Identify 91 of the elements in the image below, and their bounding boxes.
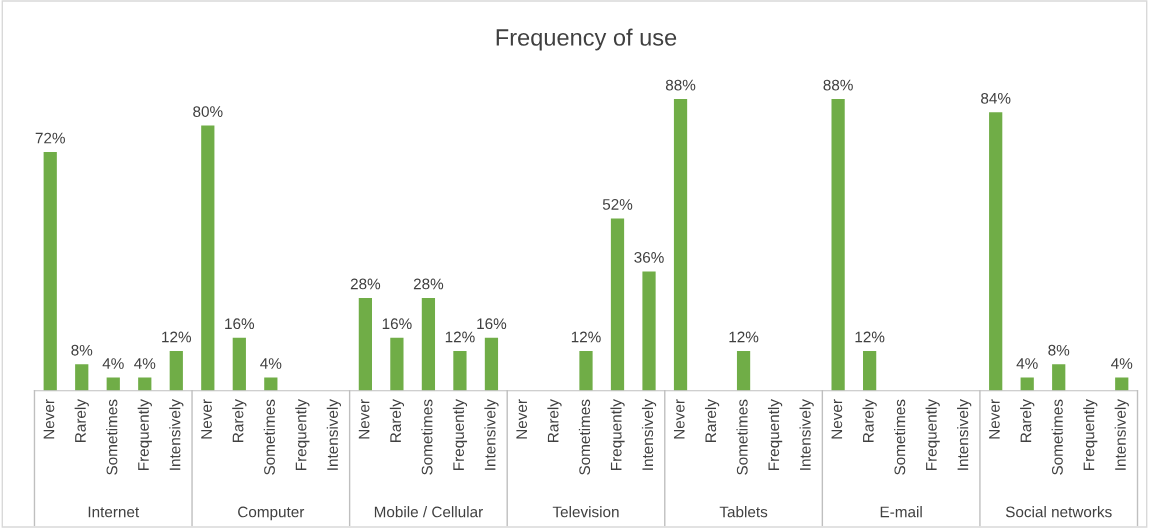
data-label: 12% xyxy=(729,331,759,343)
x-tick-label: Rarely xyxy=(862,399,877,442)
x-tick-label: Never xyxy=(43,399,55,439)
bar xyxy=(43,152,57,391)
x-tick-label: Sometimes xyxy=(578,399,591,475)
data-label: 28% xyxy=(413,278,444,290)
data-label: 28% xyxy=(350,278,381,290)
bar xyxy=(673,99,688,391)
data-label: 4% xyxy=(260,358,282,369)
text: Internet xyxy=(88,506,140,518)
x-tick-label: Intensively xyxy=(799,399,814,470)
x-tick-label: Frequently xyxy=(610,399,625,470)
bar xyxy=(358,297,372,391)
x-tick-label: Frequently xyxy=(767,399,783,470)
x-tick-label: Frequently xyxy=(452,399,468,470)
data-label: 36% xyxy=(634,252,664,263)
x-tick-label: Never xyxy=(201,399,212,439)
x-tick-label: Frequently xyxy=(1083,399,1098,470)
x-tick-label: Frequently xyxy=(137,399,152,470)
x-tick-label: Sometimes xyxy=(263,399,275,475)
data-label: 16% xyxy=(477,318,507,330)
bar xyxy=(831,99,845,391)
text: E-mail xyxy=(880,506,922,518)
data-label: 12% xyxy=(162,331,192,343)
data-label: 52% xyxy=(602,198,633,210)
x-tick-label: Frequently xyxy=(925,399,940,470)
text: Television xyxy=(552,506,619,518)
data-label: 16% xyxy=(225,318,255,330)
bar xyxy=(1115,377,1129,391)
data-label: 8% xyxy=(1048,344,1070,356)
text: Tablets xyxy=(719,506,768,518)
x-tick-label: Rarely xyxy=(74,399,89,442)
bar xyxy=(75,364,89,391)
data-label: 88% xyxy=(665,79,696,91)
x-tick-label: Rarely xyxy=(389,399,405,442)
bar xyxy=(1052,364,1066,391)
bar xyxy=(989,112,1003,391)
x-tick-label: Intensively xyxy=(1114,399,1129,470)
data-label: 12% xyxy=(571,331,601,343)
x-tick-label: Intensively xyxy=(957,399,972,470)
bar xyxy=(453,350,467,391)
data-label: 84% xyxy=(981,92,1011,104)
data-label: 4% xyxy=(1111,358,1133,369)
bar xyxy=(610,218,625,391)
x-tick-label: Rarely xyxy=(232,399,247,442)
bar xyxy=(1020,377,1034,391)
data-label: 8% xyxy=(71,344,93,356)
x-tick-label: Never xyxy=(989,399,1000,439)
x-tick-label: Never xyxy=(516,399,528,439)
text: Computer xyxy=(238,506,305,521)
bar xyxy=(232,337,246,391)
data-label: 80% xyxy=(193,106,223,117)
bar xyxy=(863,350,877,391)
x-tick-label: Never xyxy=(358,399,370,439)
chart-title: Frequency of use xyxy=(496,28,677,51)
data-label: 16% xyxy=(382,318,412,330)
bar xyxy=(106,377,120,391)
x-tick-label: Intensively xyxy=(641,399,657,470)
bar xyxy=(201,125,215,391)
bar xyxy=(484,337,499,391)
x-tick-label: Intensively xyxy=(169,399,184,470)
bar xyxy=(736,350,751,391)
x-tick-label: Sometimes xyxy=(736,399,748,475)
text: Social networks xyxy=(1005,506,1112,518)
x-tick-label: Intensively xyxy=(326,399,341,470)
x-tick-label: Rarely xyxy=(704,399,720,442)
x-tick-label: Sometimes xyxy=(421,399,433,475)
bar xyxy=(421,297,436,391)
bar xyxy=(390,337,404,391)
data-label: 12% xyxy=(445,331,475,343)
x-tick-label: Never xyxy=(831,399,843,439)
bar xyxy=(264,377,278,391)
data-label: 12% xyxy=(855,331,885,343)
bar xyxy=(579,350,593,391)
x-tick-label: Frequently xyxy=(295,399,310,470)
x-tick-label: Sometimes xyxy=(1051,399,1063,475)
x-tick-label: Sometimes xyxy=(106,399,118,475)
x-tick-label: Rarely xyxy=(547,399,562,442)
x-tick-label: Sometimes xyxy=(894,399,906,475)
bar xyxy=(642,271,656,391)
data-label: 88% xyxy=(823,79,853,91)
x-tick-label: Intensively xyxy=(484,399,499,470)
data-label: 4% xyxy=(1016,358,1038,369)
data-label: 72% xyxy=(35,132,65,144)
bar xyxy=(138,377,152,391)
data-label: 4% xyxy=(102,358,124,369)
x-tick-label: Rarely xyxy=(1020,399,1035,442)
bar xyxy=(169,350,183,391)
data-label: 4% xyxy=(134,358,156,369)
text: Mobile / Cellular xyxy=(374,506,483,518)
x-tick-label: Never xyxy=(673,399,685,439)
